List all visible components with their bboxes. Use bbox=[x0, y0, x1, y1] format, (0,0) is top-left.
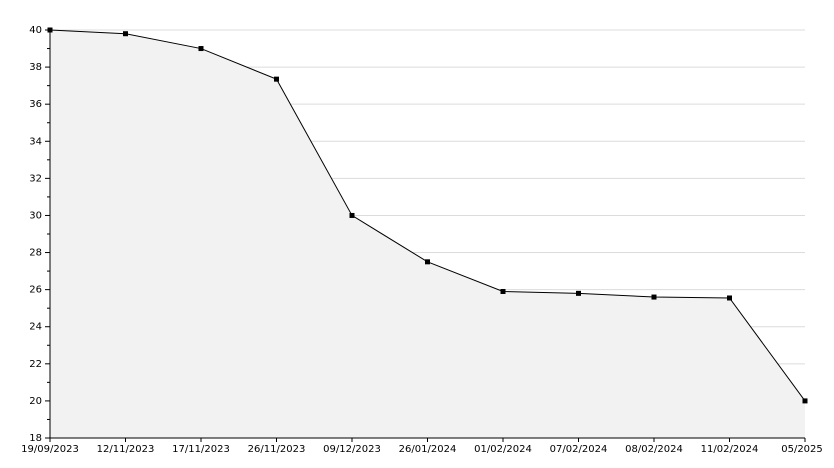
marker bbox=[576, 290, 581, 296]
x-tick-label: 26/11/2023 bbox=[248, 444, 306, 455]
marker bbox=[651, 294, 657, 300]
y-tick-label: 28 bbox=[29, 248, 42, 259]
marker bbox=[349, 212, 355, 218]
area-fill bbox=[50, 30, 805, 438]
y-tick-label: 24 bbox=[29, 322, 42, 333]
y-tick-label: 30 bbox=[29, 210, 42, 221]
x-tick-label: 09/12/2023 bbox=[323, 444, 381, 455]
y-tick-label: 32 bbox=[29, 173, 42, 184]
marker bbox=[274, 76, 279, 82]
marker bbox=[198, 46, 204, 52]
marker bbox=[500, 288, 506, 294]
x-tick-label: 08/02/2024 bbox=[625, 444, 683, 455]
y-tick-label: 38 bbox=[29, 62, 42, 73]
marker bbox=[727, 295, 732, 301]
x-tick-label: 19/09/2023 bbox=[21, 444, 79, 455]
y-tick-label: 20 bbox=[29, 396, 42, 407]
x-tick-label: 26/01/2024 bbox=[399, 444, 457, 455]
x-tick-label: 05/2025 bbox=[781, 444, 823, 455]
x-tick-label: 17/11/2023 bbox=[172, 444, 230, 455]
y-tick-label: 36 bbox=[29, 99, 42, 110]
x-tick-label: 07/02/2024 bbox=[550, 444, 608, 455]
marker bbox=[802, 398, 808, 404]
y-tick-label: 22 bbox=[29, 359, 42, 370]
y-tick-label: 40 bbox=[29, 25, 42, 36]
x-tick-label: 12/11/2023 bbox=[97, 444, 155, 455]
y-tick-label: 26 bbox=[29, 285, 42, 296]
x-tick-label: 01/02/2024 bbox=[474, 444, 532, 455]
y-tick-label: 34 bbox=[29, 136, 42, 147]
x-tick-label: 11/02/2024 bbox=[701, 444, 759, 455]
marker bbox=[425, 259, 430, 265]
y-tick-label: 18 bbox=[29, 433, 42, 444]
marker bbox=[123, 31, 128, 37]
